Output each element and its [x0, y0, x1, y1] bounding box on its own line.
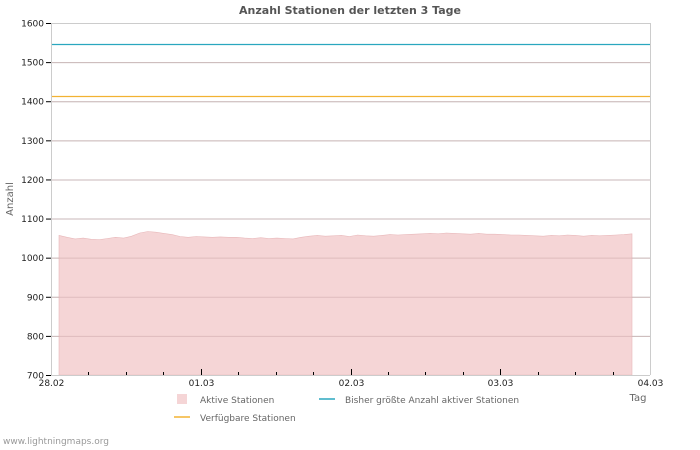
x-tick-label: 01.03 — [189, 379, 215, 389]
y-tick-label: 1300 — [21, 137, 44, 147]
x-axis-label: Tag — [629, 393, 647, 404]
y-tick-label: 1500 — [21, 59, 44, 69]
legend-swatch-active — [177, 394, 187, 404]
y-tick-label: 800 — [27, 332, 44, 342]
x-tick-label: 03.03 — [488, 379, 514, 389]
legend: Aktive Stationen Bisher größte Anzahl ak… — [174, 394, 519, 424]
legend-label-max: Bisher größte Anzahl aktiver Stationen — [345, 396, 519, 406]
y-tick-label: 1600 — [21, 20, 44, 30]
y-tick-label: 1200 — [21, 176, 44, 186]
x-tick-label: 02.03 — [339, 379, 365, 389]
y-tick-label: 1400 — [21, 98, 44, 108]
x-tick-label: 28.02 — [39, 379, 65, 389]
y-tick-label: 900 — [27, 293, 44, 303]
x-tick-label: 04.03 — [638, 379, 664, 389]
area-active-stations — [58, 231, 633, 376]
legend-label-available: Verfügbare Stationen — [200, 414, 296, 424]
y-axis-label: Anzahl — [5, 182, 16, 216]
y-tick-label: 1100 — [21, 215, 44, 225]
axes: 700 800 900 1000 1100 1200 1300 1400 1500 1600 28.… — [21, 20, 663, 390]
y-tick-label: 1000 — [21, 254, 44, 264]
legend-label-active: Aktive Stationen — [200, 396, 274, 406]
y-tick-label: 700 — [27, 372, 44, 382]
grid-overlay — [51, 62, 650, 337]
footer-credit: www.lightningmaps.org — [3, 437, 109, 447]
chart-title: Anzahl Stationen der letzten 3 Tage — [239, 4, 461, 17]
